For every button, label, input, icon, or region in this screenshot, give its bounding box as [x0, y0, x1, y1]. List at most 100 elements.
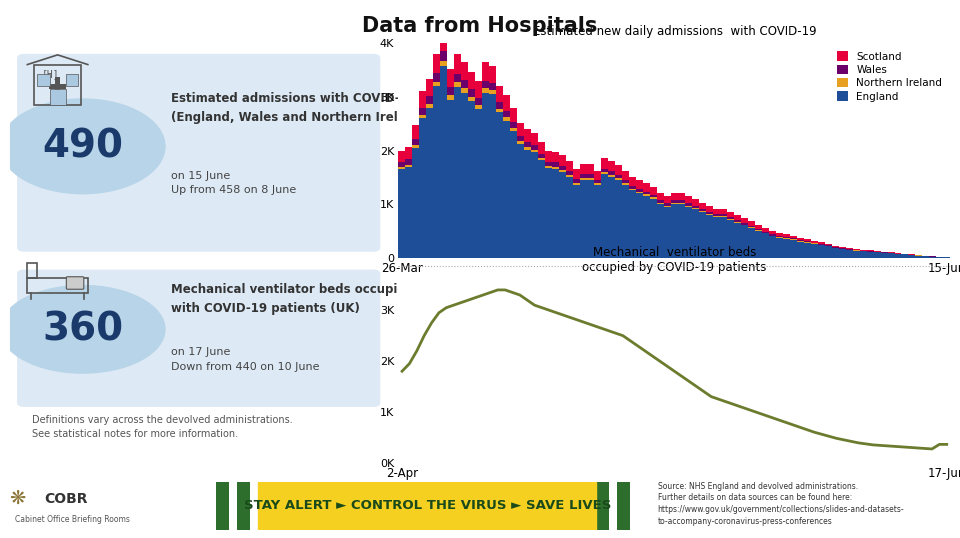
Bar: [671, 200, 678, 203]
Bar: [643, 194, 650, 196]
Bar: [601, 173, 608, 174]
Text: [H]: [H]: [41, 69, 60, 79]
Bar: [684, 196, 692, 203]
Bar: [454, 82, 462, 87]
Bar: [818, 244, 825, 245]
Bar: [462, 62, 468, 80]
Bar: [608, 177, 615, 258]
Bar: [874, 251, 880, 252]
Bar: [531, 132, 539, 145]
Bar: [524, 147, 531, 150]
Bar: [539, 154, 545, 158]
Polygon shape: [237, 482, 250, 530]
Bar: [615, 174, 622, 178]
Bar: [413, 145, 420, 148]
Bar: [539, 158, 545, 160]
Text: ❋: ❋: [10, 489, 26, 508]
Circle shape: [0, 286, 165, 373]
Bar: [490, 94, 496, 258]
Bar: [588, 174, 594, 178]
Bar: [629, 186, 636, 189]
Bar: [692, 199, 699, 206]
Bar: [657, 203, 664, 204]
Bar: [782, 239, 790, 258]
Bar: [398, 167, 405, 169]
Bar: [510, 129, 517, 131]
Bar: [727, 212, 733, 217]
Bar: [454, 54, 462, 74]
Bar: [433, 82, 441, 86]
Bar: [944, 257, 950, 258]
Text: STAY ALERT ► CONTROL THE VIRUS ► SAVE LIVES: STAY ALERT ► CONTROL THE VIRUS ► SAVE LI…: [244, 499, 611, 512]
Bar: [852, 251, 859, 258]
Bar: [545, 151, 552, 162]
Bar: [468, 72, 475, 89]
Bar: [776, 233, 782, 236]
Bar: [825, 244, 831, 245]
Text: on 17 June
Down from 440 on 10 June: on 17 June Down from 440 on 10 June: [171, 347, 319, 372]
Bar: [510, 131, 517, 258]
Bar: [678, 203, 684, 204]
Polygon shape: [617, 482, 630, 530]
Bar: [608, 161, 615, 171]
Title: Mechanical  ventilator beds
occupied by COVID-19 patients: Mechanical ventilator beds occupied by C…: [582, 246, 767, 274]
Bar: [664, 207, 671, 258]
Bar: [846, 248, 852, 250]
Bar: [552, 152, 559, 162]
Bar: [462, 80, 468, 88]
FancyBboxPatch shape: [66, 277, 84, 289]
Text: COBR: COBR: [44, 492, 87, 506]
Bar: [545, 162, 552, 166]
Bar: [475, 98, 482, 105]
Bar: [901, 254, 908, 258]
Bar: [420, 91, 426, 108]
Bar: [867, 250, 874, 251]
Bar: [496, 109, 503, 112]
Bar: [818, 243, 825, 244]
Bar: [643, 196, 650, 258]
Polygon shape: [512, 482, 524, 530]
Bar: [936, 257, 944, 258]
Polygon shape: [195, 482, 207, 530]
Polygon shape: [343, 482, 355, 530]
Bar: [475, 109, 482, 258]
Bar: [524, 129, 531, 142]
Bar: [580, 174, 588, 178]
Bar: [804, 239, 810, 242]
Bar: [566, 171, 573, 175]
Bar: [699, 209, 706, 211]
Bar: [859, 251, 867, 258]
Bar: [573, 183, 580, 185]
Bar: [650, 197, 657, 199]
Bar: [733, 223, 741, 258]
Bar: [797, 238, 804, 240]
Bar: [741, 218, 748, 223]
Polygon shape: [491, 482, 503, 530]
Bar: [741, 225, 748, 258]
Bar: [629, 189, 636, 190]
Bar: [761, 228, 769, 231]
Polygon shape: [575, 482, 588, 530]
Bar: [405, 147, 413, 159]
Polygon shape: [300, 482, 313, 530]
Bar: [706, 214, 713, 215]
Bar: [490, 90, 496, 94]
Bar: [441, 51, 447, 61]
Bar: [496, 102, 503, 109]
Polygon shape: [554, 482, 566, 530]
Bar: [531, 150, 539, 152]
Polygon shape: [385, 482, 397, 530]
Bar: [839, 247, 846, 249]
Bar: [636, 193, 643, 258]
Bar: [622, 183, 629, 185]
Polygon shape: [174, 482, 186, 530]
Bar: [503, 121, 510, 258]
Bar: [433, 73, 441, 82]
Text: 490: 490: [42, 128, 123, 165]
Bar: [782, 235, 790, 237]
Bar: [588, 180, 594, 258]
Bar: [699, 203, 706, 209]
Polygon shape: [596, 482, 609, 530]
Bar: [678, 204, 684, 258]
Bar: [706, 206, 713, 211]
